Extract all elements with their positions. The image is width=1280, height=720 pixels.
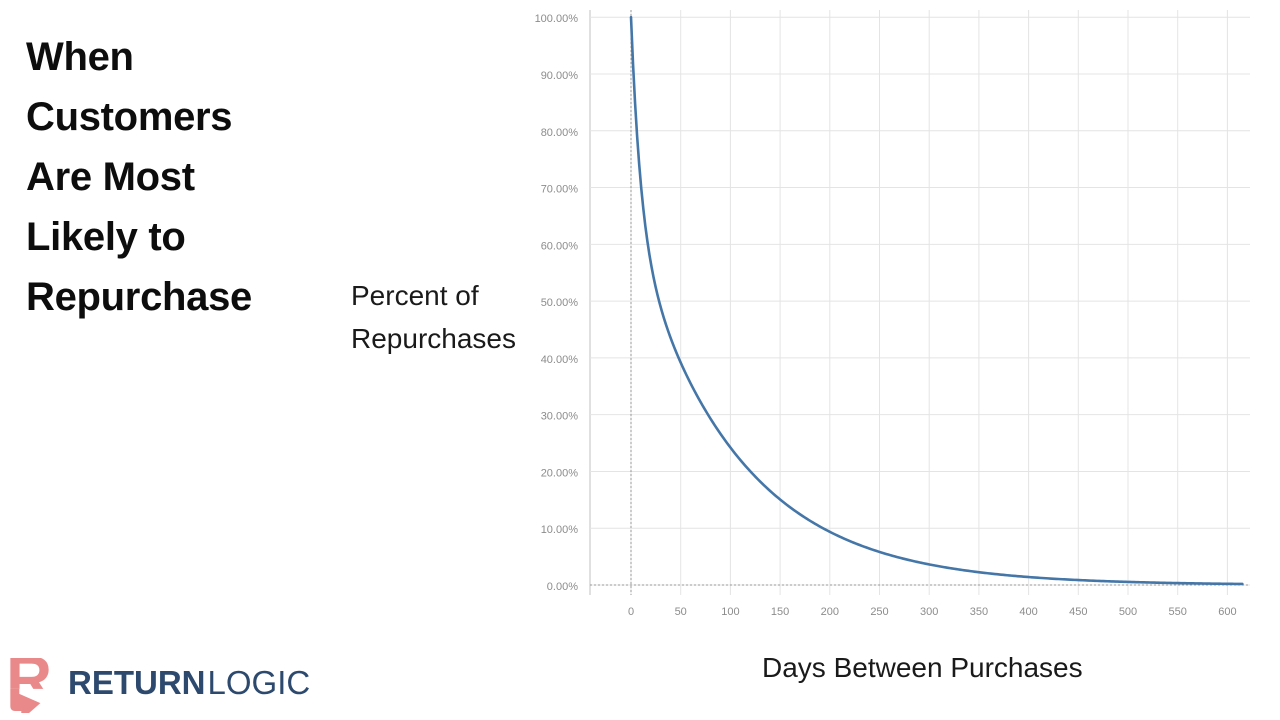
svg-text:0: 0: [628, 606, 634, 618]
svg-text:90.00%: 90.00%: [541, 70, 579, 82]
svg-text:300: 300: [920, 606, 938, 618]
svg-text:450: 450: [1069, 606, 1087, 618]
svg-text:200: 200: [821, 606, 839, 618]
svg-text:20.00%: 20.00%: [541, 467, 579, 479]
svg-text:400: 400: [1019, 606, 1037, 618]
svg-text:30.00%: 30.00%: [541, 411, 579, 423]
svg-text:600: 600: [1218, 606, 1236, 618]
svg-text:150: 150: [771, 606, 789, 618]
svg-text:10.00%: 10.00%: [541, 524, 579, 536]
svg-text:500: 500: [1119, 606, 1137, 618]
svg-text:100.00%: 100.00%: [535, 13, 579, 25]
svg-text:100: 100: [721, 606, 739, 618]
svg-text:550: 550: [1169, 606, 1187, 618]
svg-text:50: 50: [675, 606, 687, 618]
svg-text:40.00%: 40.00%: [541, 354, 579, 366]
svg-text:70.00%: 70.00%: [541, 184, 579, 196]
svg-text:0.00%: 0.00%: [547, 581, 578, 593]
svg-text:80.00%: 80.00%: [541, 127, 579, 139]
svg-text:50.00%: 50.00%: [541, 297, 579, 309]
svg-text:60.00%: 60.00%: [541, 240, 579, 252]
svg-text:350: 350: [970, 606, 988, 618]
svg-text:250: 250: [870, 606, 888, 618]
